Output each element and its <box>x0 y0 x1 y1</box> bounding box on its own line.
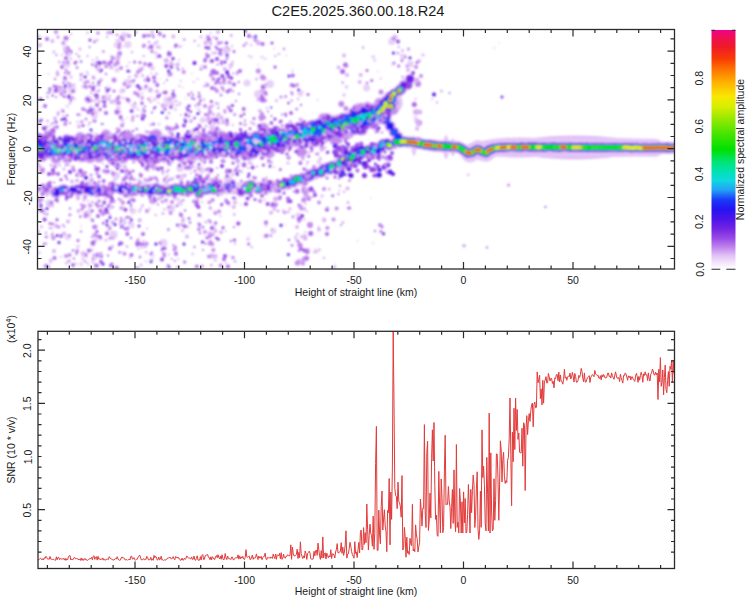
svg-text:0.8: 0.8 <box>694 71 706 86</box>
svg-text:-40: -40 <box>22 239 34 254</box>
svg-text:0.2: 0.2 <box>694 214 706 229</box>
svg-text:SNR (10 * v/v): SNR (10 * v/v) <box>5 416 17 483</box>
svg-text:0.0: 0.0 <box>694 262 706 277</box>
svg-text:0.4: 0.4 <box>694 166 706 181</box>
svg-text:Height of straight line (km): Height of straight line (km) <box>295 286 418 298</box>
svg-text:0.5: 0.5 <box>22 503 34 518</box>
svg-text:20: 20 <box>22 94 34 106</box>
svg-text:-150: -150 <box>124 574 145 586</box>
svg-text:-50: -50 <box>346 574 361 586</box>
svg-text:50: 50 <box>567 274 579 286</box>
svg-text:-100: -100 <box>234 274 255 286</box>
svg-text:50: 50 <box>567 574 579 586</box>
svg-text:-50: -50 <box>346 274 361 286</box>
svg-text:(x104): (x104) <box>4 315 17 343</box>
svg-text:0: 0 <box>22 146 34 152</box>
svg-text:40: 40 <box>22 46 34 58</box>
svg-text:C2E5.2025.360.00.18.R24: C2E5.2025.360.00.18.R24 <box>272 3 445 19</box>
svg-text:Normalized spectral amplitude: Normalized spectral amplitude <box>734 79 746 220</box>
svg-text:0: 0 <box>461 274 467 286</box>
svg-text:0.6: 0.6 <box>694 119 706 134</box>
svg-text:1.0: 1.0 <box>22 450 34 465</box>
svg-text:-20: -20 <box>22 190 34 205</box>
svg-text:Frequency (Hz): Frequency (Hz) <box>5 113 17 185</box>
svg-text:-150: -150 <box>124 274 145 286</box>
svg-text:2.0: 2.0 <box>22 343 34 358</box>
svg-text:0: 0 <box>461 574 467 586</box>
svg-text:Height of straight line (km): Height of straight line (km) <box>295 585 418 597</box>
svg-text:1.5: 1.5 <box>22 396 34 411</box>
svg-text:-100: -100 <box>234 574 255 586</box>
